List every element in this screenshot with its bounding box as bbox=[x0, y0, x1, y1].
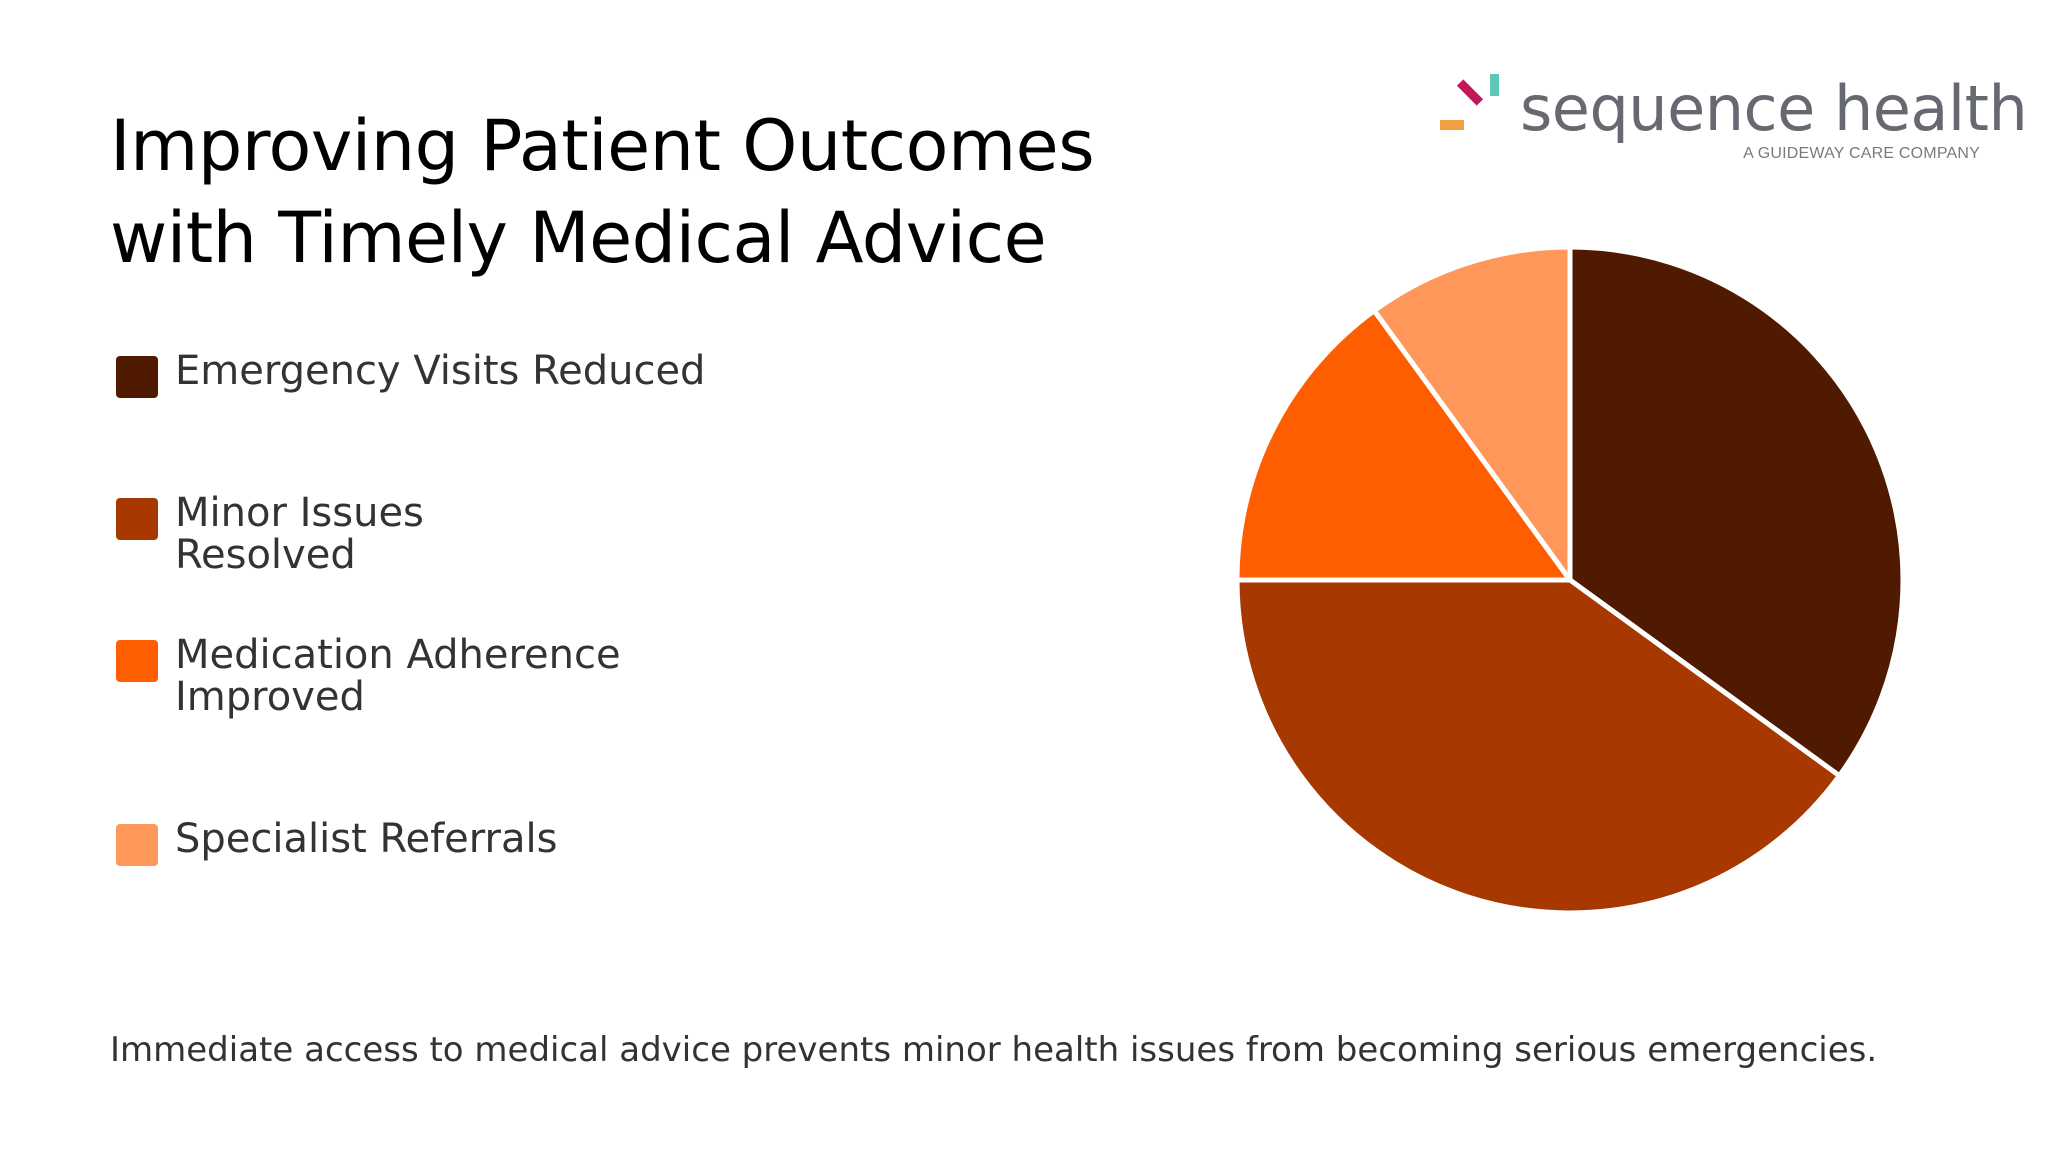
page-title: Improving Patient Outcomes with Timely M… bbox=[110, 100, 1210, 284]
page-title-line-1: Improving Patient Outcomes bbox=[110, 105, 1095, 187]
logo-mark-icon bbox=[1440, 74, 1499, 130]
legend-label: Specialist Referrals bbox=[175, 816, 558, 862]
pie-slice-medication-adherence-improved bbox=[1234, 308, 1573, 583]
legend-label: Emergency Visits Reduced bbox=[175, 348, 706, 394]
legend-label: Medication Adherence Improved bbox=[175, 632, 621, 720]
page-title-line-2: with Timely Medical Advice bbox=[110, 197, 1047, 279]
company-logo: sequence health A GUIDEWAY CARE COMPANY bbox=[1440, 68, 2028, 168]
pie-slice-minor-issues-resolved bbox=[1234, 577, 1842, 916]
logo-wordmark: sequence health bbox=[1520, 72, 2028, 145]
legend-swatch bbox=[116, 824, 158, 866]
footer-caption: Immediate access to medical advice preve… bbox=[110, 1030, 1878, 1070]
pie-slice-specialist-referrals bbox=[1371, 244, 1573, 583]
legend-label: Minor Issues Resolved bbox=[175, 490, 424, 578]
legend-swatch bbox=[116, 640, 158, 682]
pie-chart bbox=[1234, 244, 1906, 916]
pie-slice-emergency-visits-reduced bbox=[1567, 244, 1906, 779]
legend-swatch bbox=[116, 498, 158, 540]
legend-swatch bbox=[116, 356, 158, 398]
logo-tagline: A GUIDEWAY CARE COMPANY bbox=[1743, 145, 1980, 162]
